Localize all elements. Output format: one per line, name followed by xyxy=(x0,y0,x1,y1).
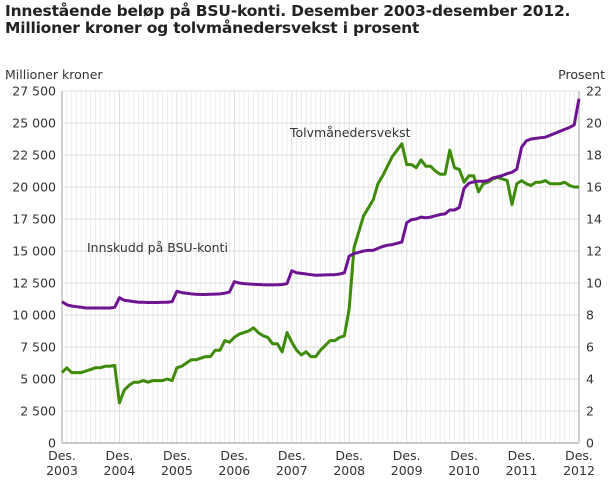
chart-title-line2: Millioner kroner og tolvmånedersvekst i … xyxy=(5,19,420,37)
right-tick-label: 22 xyxy=(586,84,602,99)
left-tick-label: 22 500 xyxy=(12,148,56,163)
x-tick-label-year: 2008 xyxy=(333,463,365,478)
left-tick-label: 5 000 xyxy=(20,372,56,387)
annotation-tolvmanedersvekst: Tolvmånedersvekst xyxy=(289,125,411,140)
x-tick-label-year: 2007 xyxy=(276,463,308,478)
x-tick-label-year: 2006 xyxy=(218,463,250,478)
x-tick-label-month: Des. xyxy=(335,448,363,463)
right-tick-label: 6 xyxy=(586,340,594,355)
x-tick-label-year: 2011 xyxy=(506,463,538,478)
x-tick-label-month: Des. xyxy=(220,448,248,463)
right-tick-label: 0 xyxy=(586,436,594,451)
right-tick-label: 8 xyxy=(586,308,594,323)
right-axis-label: Prosent xyxy=(558,67,605,82)
x-tick-label-month: Des. xyxy=(565,448,593,463)
left-tick-label: 0 xyxy=(48,436,56,451)
major-gridlines xyxy=(61,90,580,444)
right-tick-label: 2 xyxy=(586,404,594,419)
right-tick-label: 16 xyxy=(586,180,602,195)
right-tick-label: 12 xyxy=(586,244,602,259)
left-tick-label: 15 000 xyxy=(12,244,56,259)
right-tick-label: 14 xyxy=(586,212,602,227)
x-tick-label-year: 2012 xyxy=(563,463,595,478)
x-tick-label-month: Des. xyxy=(163,448,191,463)
x-tick-label-year: 2010 xyxy=(448,463,480,478)
annotation-innskudd: Innskudd på BSU-konti xyxy=(87,240,228,255)
x-tick-label-month: Des. xyxy=(393,448,421,463)
left-tick-label: 2 500 xyxy=(20,404,56,419)
left-axis-ticks: 0 2 500 5 000 7 500 10 000 12 500 15 000 17 500… xyxy=(12,84,56,451)
series-line-innskudd xyxy=(61,98,581,310)
right-tick-label: 20 xyxy=(586,116,602,131)
x-tick-label-year: 2003 xyxy=(46,463,78,478)
x-tick-label-month: Des. xyxy=(106,448,134,463)
right-tick-label: 4 xyxy=(586,372,594,387)
chart-title-line1: Innestående beløp på BSU-konti. Desember… xyxy=(5,2,571,20)
left-axis-label: Millioner kroner xyxy=(5,67,103,82)
left-tick-label: 12 500 xyxy=(12,276,56,291)
left-tick-label: 25 000 xyxy=(12,116,56,131)
left-tick-label: 10 000 xyxy=(12,308,56,323)
minor-gridlines xyxy=(66,91,575,443)
left-tick-label: 27 500 xyxy=(12,84,56,99)
x-tick-label-month: Des. xyxy=(450,448,478,463)
x-axis-ticks: Des.2003Des.2004Des.2005Des.2006Des.2007… xyxy=(46,448,595,478)
right-tick-label: 10 xyxy=(586,276,602,291)
chart-title: Innestående beløp på BSU-konti. Desember… xyxy=(5,3,570,37)
right-tick-label: 18 xyxy=(586,148,602,163)
left-tick-label: 20 000 xyxy=(12,180,56,195)
right-axis-ticks: 0 2 4 6 8 10 12 14 16 18 20 22 xyxy=(586,84,602,451)
x-tick-label-month: Des. xyxy=(48,448,76,463)
x-tick-label-year: 2004 xyxy=(104,463,136,478)
x-tick-label-year: 2009 xyxy=(391,463,423,478)
left-tick-label: 7 500 xyxy=(20,340,56,355)
x-tick-label-year: 2005 xyxy=(161,463,193,478)
left-tick-label: 17 500 xyxy=(12,212,56,227)
x-tick-label-month: Des. xyxy=(508,448,536,463)
x-tick-label-month: Des. xyxy=(278,448,306,463)
